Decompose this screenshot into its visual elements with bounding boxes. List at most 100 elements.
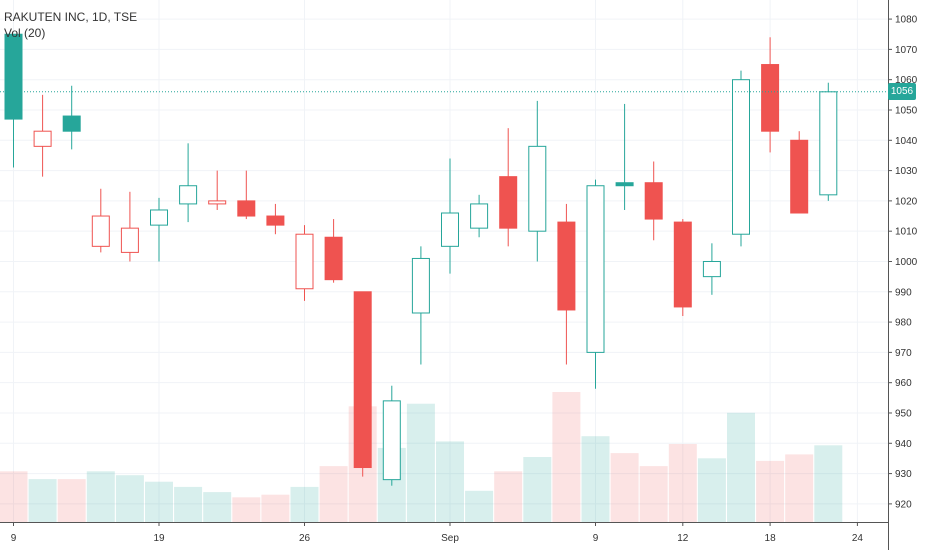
candle-body [615, 182, 634, 187]
y-tick-label: 940 [895, 439, 912, 450]
y-tick-label: 920 [895, 499, 912, 510]
candle-body [353, 291, 372, 469]
volume-bar [319, 466, 348, 522]
volume-bar [406, 403, 435, 522]
candle-body [586, 185, 605, 353]
candle [295, 225, 314, 301]
volume-bar [174, 486, 203, 522]
candle [790, 131, 809, 214]
candle-body [411, 257, 430, 314]
candle-body [702, 260, 721, 278]
candle-body [528, 145, 547, 232]
volume-bar [668, 444, 697, 522]
candle-body [557, 221, 576, 311]
volume-bar [610, 453, 639, 522]
candle-body [33, 130, 52, 147]
candle-body [441, 212, 459, 247]
x-tick-label: 18 [765, 533, 777, 544]
candle [266, 203, 285, 235]
volume-bar [28, 479, 57, 522]
volume-bar [814, 445, 843, 522]
candle-body [237, 200, 256, 217]
volume-bar [697, 458, 726, 522]
candle [208, 170, 227, 210]
y-tick-label: 1040 [895, 136, 918, 147]
candle [673, 219, 692, 317]
volume-bar [756, 460, 785, 522]
y-tick-label: 970 [895, 348, 912, 359]
candle [91, 188, 110, 253]
price-axis[interactable]: 920 930 940 950 960 970 980 990 1000 1010 1020 1030… [888, 0, 918, 550]
candle-body [761, 64, 780, 132]
chart-legend: RAKUTEN INC, 1D, TSE Vol (20) [4, 9, 137, 41]
candle [62, 85, 81, 150]
candle [324, 219, 343, 283]
candle-body [732, 79, 750, 235]
volume-bar [203, 492, 232, 522]
candle [702, 243, 721, 295]
y-tick-label: 1070 [895, 45, 918, 56]
volume-bar [494, 471, 523, 522]
volume-bar [0, 471, 28, 522]
x-tick-label: 9 [11, 533, 17, 544]
candle-body [819, 91, 838, 196]
y-tick-label: 1030 [895, 166, 918, 177]
volume-bar [465, 490, 494, 522]
candle [441, 158, 459, 274]
candle-body [4, 33, 23, 120]
candle [33, 94, 52, 177]
candle [237, 170, 256, 220]
candle [4, 33, 23, 168]
x-tick-label: 24 [852, 533, 864, 544]
candle-body [179, 185, 198, 205]
volume-bar [57, 479, 86, 522]
y-tick-label: 1000 [895, 257, 918, 268]
candles [4, 33, 838, 486]
candle-body [382, 400, 401, 481]
candle-body [790, 139, 809, 214]
y-tick-label: 990 [895, 287, 912, 298]
volume-bar [552, 392, 581, 522]
candle [150, 197, 168, 262]
volume-bar [86, 471, 115, 522]
candle [586, 179, 605, 389]
candle-body [62, 115, 81, 132]
candle [411, 246, 430, 365]
candle-body [324, 236, 343, 281]
volume-bar [727, 412, 755, 522]
candle [615, 103, 634, 210]
candle [353, 291, 372, 477]
volume-bar [639, 466, 668, 522]
volume-bar [145, 481, 173, 522]
candle-body [295, 233, 314, 290]
y-tick-label: 930 [895, 469, 912, 480]
y-tick-label: 1060 [895, 75, 918, 86]
candle-body [150, 209, 168, 226]
y-tick-label: 1020 [895, 196, 918, 207]
candle-body [644, 182, 663, 220]
candle-body [266, 215, 285, 226]
candle [120, 191, 139, 262]
candle [644, 161, 663, 241]
volume-bar [785, 454, 814, 522]
volume-label: Vol (20) [4, 26, 46, 40]
y-tick-label: 1050 [895, 105, 918, 116]
volume-bar [261, 494, 290, 522]
y-tick-label: 960 [895, 378, 912, 389]
y-tick-label: 1010 [895, 227, 918, 238]
candle [528, 100, 547, 262]
candle-body [208, 200, 227, 205]
time-axis[interactable]: 9 19 26 Sep 9 12 18 24 [0, 522, 888, 544]
candle [732, 70, 750, 247]
volume-bar [115, 475, 144, 522]
x-tick-label: Sep [441, 533, 459, 544]
candle [761, 37, 780, 153]
x-tick-label: 12 [677, 533, 689, 544]
candle [499, 128, 518, 247]
x-tick-label: 9 [593, 533, 599, 544]
volume-bar [581, 436, 610, 522]
candle [557, 203, 576, 365]
y-tick-label: 1080 [895, 15, 918, 26]
volume-bar [523, 457, 552, 522]
